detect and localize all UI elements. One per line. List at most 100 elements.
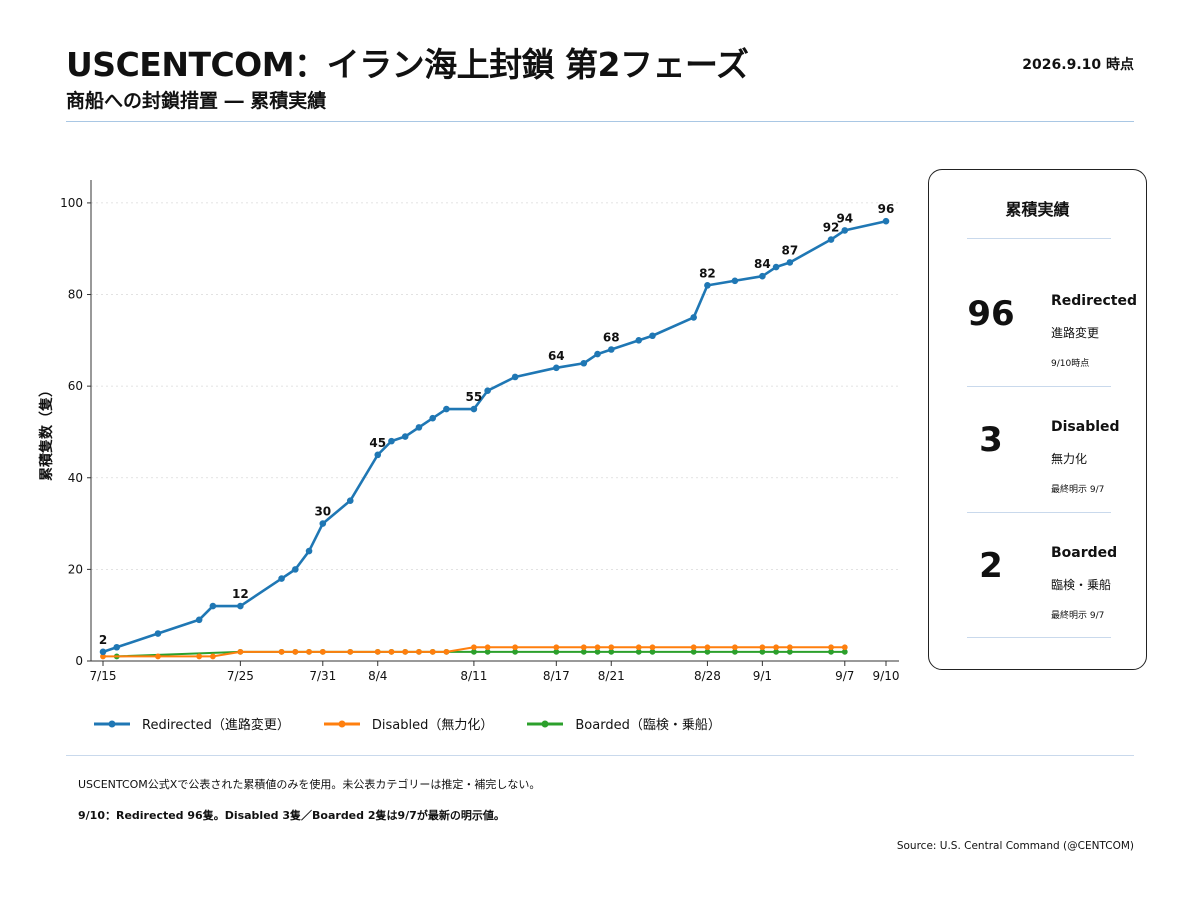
x-tick-label: 8/21 <box>598 669 625 683</box>
data-point <box>209 602 217 610</box>
summary-divider <box>967 386 1111 387</box>
stat-value-boarded: 2 <box>979 546 1003 586</box>
data-point <box>841 227 849 234</box>
data-point <box>374 451 382 459</box>
footnote-methodology: USCENTCOM公式Xで公表された累積値のみを使用。未公表カテゴリーは推定・補… <box>78 778 541 791</box>
data-point <box>553 644 560 651</box>
data-point <box>195 616 203 624</box>
data-point <box>512 648 519 655</box>
data-point <box>388 648 395 655</box>
source-credit: Source: U.S. Central Command (@CENTCOM) <box>896 840 1134 852</box>
header-divider <box>66 121 1134 122</box>
data-point <box>704 282 711 289</box>
data-point <box>209 653 216 660</box>
stat-label-redirected: Redirected <box>1051 293 1138 309</box>
stat-label-disabled: Disabled <box>1051 419 1120 435</box>
stat-redirected: 96 Redirected 進路変更 9/10時点 <box>929 264 1146 388</box>
data-point <box>347 648 354 655</box>
data-point <box>690 648 697 655</box>
data-point <box>635 337 643 344</box>
data-point <box>470 644 477 651</box>
y-tick-label: 0 <box>75 654 83 668</box>
data-point <box>470 648 477 655</box>
data-point <box>635 644 642 651</box>
data-point <box>113 643 121 651</box>
footer-divider <box>66 755 1134 756</box>
data-point <box>237 648 244 655</box>
data-point <box>841 648 848 655</box>
data-point <box>635 648 642 655</box>
data-point <box>484 387 491 395</box>
legend-swatch-boarded <box>527 720 564 727</box>
stat-note-boarded: 最終明示 9/7 <box>1051 611 1105 621</box>
x-tick-label: 7/31 <box>309 669 336 683</box>
data-point <box>580 644 587 651</box>
data-point <box>773 644 780 651</box>
data-point <box>690 314 697 321</box>
stat-value-redirected: 96 <box>967 294 1015 334</box>
data-point <box>608 648 615 655</box>
data-point <box>292 566 299 573</box>
series-disabled <box>100 644 848 660</box>
data-point <box>828 648 834 655</box>
data-point <box>594 644 601 651</box>
legend-label-redirected: Redirected（進路変更） <box>142 718 290 733</box>
legend-label-disabled: Disabled（無力化） <box>371 718 494 733</box>
legend-label-boarded: Boarded（臨検・乗船） <box>575 718 721 733</box>
legend-item-disabled: Disabled（無力化） <box>322 714 493 733</box>
data-point <box>759 272 766 280</box>
x-tick-label: 7/25 <box>227 669 254 683</box>
data-point <box>196 653 203 660</box>
as-of-date: 2026.9.10 時点 <box>1022 57 1134 73</box>
data-label: 87 <box>781 243 798 257</box>
data-point <box>429 414 436 422</box>
data-point <box>759 648 766 655</box>
data-point <box>415 424 423 431</box>
data-point <box>306 648 312 655</box>
stat-sub-redirected: 進路変更 <box>1051 326 1100 340</box>
data-point <box>416 648 422 655</box>
summary-title: 累積実績 <box>1005 200 1070 219</box>
page-subtitle: 商船への封鎖措置 ― 累積実績 <box>66 90 327 112</box>
data-point <box>278 575 285 582</box>
data-point <box>100 653 106 660</box>
chart-legend: Redirected（進路変更） Disabled（無力化） Boarded（臨… <box>92 714 721 733</box>
data-label: 64 <box>548 349 565 363</box>
data-label: 45 <box>369 436 386 450</box>
stat-boarded: 2 Boarded 臨検・乗船 最終明示 9/7 <box>929 516 1146 640</box>
x-tick-label: 9/7 <box>835 669 854 683</box>
y-tick-label: 40 <box>68 471 83 485</box>
data-point <box>649 644 656 651</box>
data-point <box>731 277 739 285</box>
data-point <box>319 520 327 527</box>
stat-sub-boarded: 臨検・乗船 <box>1051 578 1112 592</box>
data-point <box>237 602 244 610</box>
stat-label-boarded: Boarded <box>1051 545 1118 561</box>
data-point <box>773 648 780 655</box>
stat-note-disabled: 最終明示 9/7 <box>1051 485 1105 495</box>
x-tick-label: 8/28 <box>694 669 721 683</box>
data-label: 12 <box>232 587 249 601</box>
data-point <box>512 644 519 651</box>
legend-item-redirected: Redirected（進路変更） <box>92 714 290 733</box>
data-point <box>607 346 615 353</box>
data-label: 92 <box>823 221 840 235</box>
y-tick-label: 100 <box>60 196 83 210</box>
data-point <box>154 630 162 637</box>
data-point <box>292 648 299 655</box>
data-point <box>731 644 738 651</box>
data-label: 30 <box>314 505 331 519</box>
x-axis-ticks: 7/15 7/25 7/31 8/4 8/11 8/17 8/21 8/28 9/1 9/7 9/1… <box>90 661 899 683</box>
legend-swatch-disabled <box>323 720 360 727</box>
x-tick-label: 9/1 <box>753 669 772 683</box>
cumulative-line-chart: 0 20 40 60 80 100 7/15 7/25 7/31 8/4 8/11 8/17 8/21… <box>38 180 899 683</box>
stat-disabled: 3 Disabled 無力化 最終明示 9/7 <box>929 390 1146 514</box>
summary-divider <box>967 238 1111 239</box>
y-tick-label: 80 <box>68 288 83 302</box>
data-point <box>608 644 615 651</box>
data-point <box>704 648 711 655</box>
summary-divider <box>967 637 1111 638</box>
data-label: 55 <box>466 390 483 404</box>
x-tick-label: 8/4 <box>368 669 387 683</box>
